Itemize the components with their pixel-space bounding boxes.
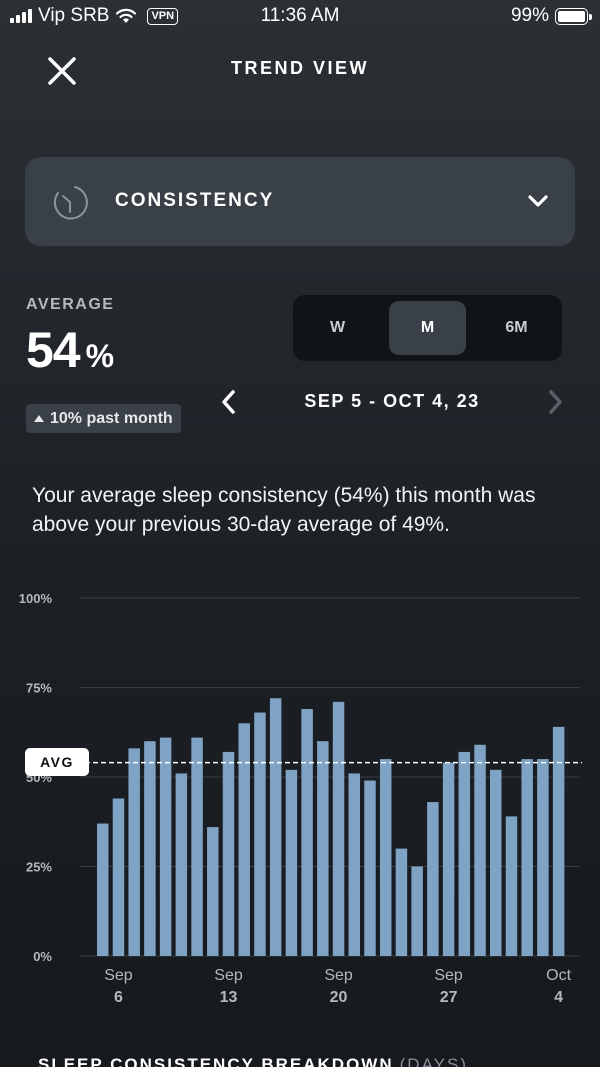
y-tick-label: 75% [26, 681, 52, 696]
average-label: AVERAGE [26, 296, 115, 313]
breakdown-subtitle: (DAYS) [399, 1055, 468, 1067]
battery-percent: 99% [510, 5, 549, 26]
signal-icon [10, 9, 32, 23]
trend-text: 10% past month [50, 409, 173, 427]
average-value: 54% [26, 322, 114, 384]
bar [254, 712, 266, 956]
close-icon[interactable] [44, 53, 80, 89]
bar [285, 769, 298, 956]
status-time: 11:36 AM [260, 5, 340, 26]
average-number: 54 [26, 322, 81, 378]
trend-up-icon [34, 415, 44, 422]
x-tick-day: 4 [554, 989, 563, 1006]
status-right: 99% [510, 5, 592, 27]
bar [222, 751, 235, 956]
period-toggle: W M 6M [293, 295, 562, 361]
bar [474, 744, 486, 956]
bar [537, 759, 549, 956]
breakdown-title: SLEEP CONSISTENCY BREAKDOWN (DAYS) [38, 1055, 468, 1067]
x-tick-month: Sep [104, 967, 133, 984]
bar [269, 698, 282, 956]
bar [191, 737, 203, 956]
bar [364, 780, 376, 956]
bar [379, 759, 392, 956]
x-tick-month: Oct [546, 967, 571, 984]
status-bar: Vip SRB VPN 11:36 AM 99% [0, 0, 600, 34]
bar [552, 726, 565, 956]
bar [159, 737, 172, 956]
bar [175, 773, 188, 956]
breakdown-title-text: SLEEP CONSISTENCY BREAKDOWN [38, 1055, 394, 1067]
bar [395, 848, 408, 956]
bar [238, 723, 250, 956]
bar [128, 748, 140, 956]
bar [458, 751, 471, 956]
wifi-icon [116, 8, 137, 23]
battery-icon [555, 7, 592, 25]
x-tick-day: 13 [220, 989, 238, 1006]
chevron-right-icon[interactable] [544, 388, 566, 416]
chevron-down-icon [528, 195, 548, 207]
x-tick-month: Sep [434, 967, 463, 984]
bar [521, 759, 533, 956]
bar [112, 798, 125, 956]
bar [317, 741, 329, 956]
page-title: TREND VIEW [230, 58, 369, 78]
bar [411, 866, 423, 956]
y-tick-label: 0% [33, 949, 52, 964]
metric-selector[interactable]: CONSISTENCY [25, 157, 575, 246]
date-range-label: SEP 5 - OCT 4, 23 [304, 391, 480, 411]
chevron-left-icon[interactable] [218, 388, 240, 416]
bar [207, 827, 219, 956]
average-unit: % [85, 338, 114, 374]
avg-marker-label: AVG [25, 748, 89, 776]
vpn-badge: VPN [147, 7, 179, 25]
x-tick-day: 20 [330, 989, 348, 1006]
y-tick-label: 100% [19, 591, 53, 606]
x-tick-month: Sep [214, 967, 243, 984]
trend-badge: 10% past month [26, 404, 181, 433]
carrier-name: Vip SRB [38, 5, 110, 26]
status-left: Vip SRB VPN [10, 5, 179, 27]
bar [348, 773, 361, 956]
bar [427, 802, 439, 956]
bar [144, 741, 156, 956]
bar [490, 769, 502, 956]
bar [301, 708, 313, 956]
bar [442, 762, 455, 956]
y-tick-label: 25% [26, 860, 52, 875]
metric-label: CONSISTENCY [115, 190, 275, 211]
bar [332, 701, 345, 956]
x-tick-day: 6 [114, 989, 123, 1006]
bar [505, 816, 518, 956]
period-option-month[interactable]: M [389, 301, 466, 355]
period-option-6-month[interactable]: 6M [505, 319, 528, 336]
bar [97, 823, 109, 956]
consistency-clock-icon [53, 186, 88, 220]
x-tick-month: Sep [324, 967, 353, 984]
x-tick-day: 27 [440, 989, 458, 1006]
summary-text: Your average sleep consistency (54%) thi… [32, 484, 536, 536]
period-option-week[interactable]: W [329, 319, 346, 336]
